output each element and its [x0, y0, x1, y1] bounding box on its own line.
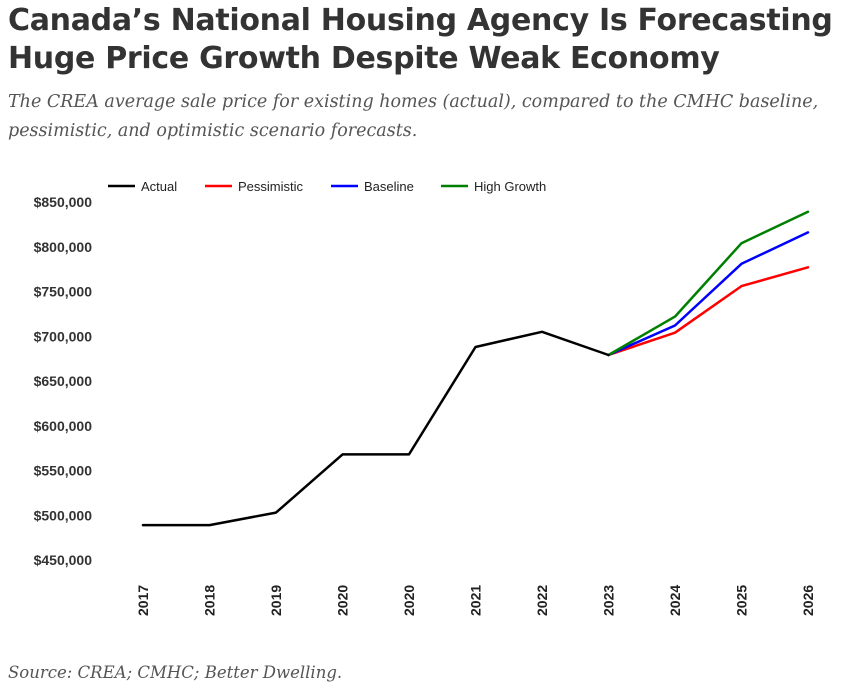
series-line-pessimistic [607, 266, 810, 357]
legend-item-actual: Actual [108, 179, 177, 194]
y-tick-label: $550,000 [34, 463, 93, 479]
x-tick-label: 2026 [800, 585, 816, 616]
y-tick-label: $600,000 [34, 418, 93, 434]
legend: Actual Pessimistic Baseline High Growth [108, 179, 546, 194]
chart-subtitle: The CREA average sale price for existing… [8, 92, 819, 141]
legend-label: High Growth [474, 179, 546, 194]
x-tick-label: 2024 [667, 585, 683, 616]
y-tick-label: $850,000 [34, 194, 93, 210]
series-lines [141, 210, 810, 527]
x-tick-label: 2020 [401, 585, 417, 616]
x-tick-label: 2017 [135, 585, 151, 616]
legend-label: Pessimistic [238, 179, 304, 194]
series-line-high-growth [607, 210, 810, 357]
series-line-actual [141, 330, 610, 527]
y-tick-label: $800,000 [34, 239, 93, 255]
y-tick-label: $500,000 [34, 507, 93, 523]
x-tick-label: 2018 [202, 585, 218, 616]
y-axis: $450,000 $500,000 $550,000 $600,000 $650,000… [34, 194, 93, 568]
x-axis: 2017 2018 2019 2020 2020 2021 2022 2023 2024 2025… [135, 585, 816, 616]
y-tick-label: $750,000 [34, 284, 93, 300]
legend-label: Baseline [364, 179, 414, 194]
series-line-baseline [607, 231, 810, 357]
x-tick-label: 2022 [534, 585, 550, 616]
y-tick-label: $650,000 [34, 373, 93, 389]
legend-item-baseline: Baseline [331, 179, 414, 194]
y-tick-label: $700,000 [34, 328, 93, 344]
chart-title: Canada’s National Housing Agency Is Fore… [8, 3, 833, 76]
x-tick-label: 2023 [601, 585, 617, 616]
legend-label: Actual [141, 179, 177, 194]
legend-item-pessimistic: Pessimistic [205, 179, 304, 194]
x-tick-label: 2021 [468, 585, 484, 616]
x-tick-label: 2019 [268, 585, 284, 616]
line-chart: Actual Pessimistic Baseline High Growth $45… [34, 179, 816, 616]
source-note: Source: CREA; CMHC; Better Dwelling. [8, 663, 343, 682]
x-tick-label: 2020 [335, 585, 351, 616]
legend-item-high-growth: High Growth [441, 179, 546, 194]
y-tick-label: $450,000 [34, 552, 93, 568]
x-tick-label: 2025 [734, 585, 750, 616]
